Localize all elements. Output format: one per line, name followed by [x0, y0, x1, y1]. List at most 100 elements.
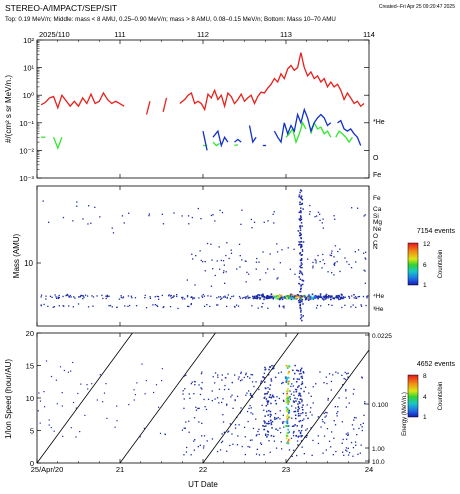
speed-event-dot	[185, 421, 187, 423]
speed-event-dot	[227, 373, 229, 375]
mass-event-dot	[68, 296, 71, 298]
mass-event-dot	[324, 296, 326, 298]
mass-event-dot	[331, 296, 333, 298]
speed-event-dot	[342, 384, 344, 386]
mass-event-dot	[80, 294, 82, 296]
mass-event-dot-hot	[303, 295, 306, 297]
mass-event-dot	[301, 267, 303, 269]
mass-event-dot	[116, 306, 118, 308]
speed-event-dot	[325, 376, 327, 378]
speed-event-dot	[268, 396, 271, 398]
speed-event-dot	[258, 428, 260, 430]
speed-event-dot-hot	[285, 406, 288, 409]
mass-event-dot	[161, 294, 163, 297]
speed-event-dot	[145, 380, 147, 382]
speed-event-dot-hot	[287, 403, 290, 405]
speed-event-dot	[361, 377, 363, 379]
speed-event-dot	[269, 419, 272, 422]
mass-event-dot	[334, 218, 336, 220]
mass-event-dot	[301, 295, 303, 298]
mass-event-dot-hot	[272, 294, 275, 297]
mass-event-dot	[210, 285, 213, 287]
speed-event-dot-hot	[286, 365, 289, 368]
mass-event-dot	[351, 295, 353, 297]
mass-event-dot	[278, 304, 280, 307]
series-fe-line	[202, 130, 208, 151]
mass-event-dot	[338, 298, 340, 301]
speed-event-dot	[251, 381, 254, 383]
mass-event-dot	[62, 216, 65, 219]
mass-event-dot	[355, 306, 357, 308]
speed-event-dot	[345, 447, 348, 449]
speed-event-dot	[300, 398, 302, 400]
mass-event-dot	[353, 293, 355, 296]
mass-event-dot	[204, 261, 206, 263]
mass-event-dot	[106, 294, 108, 296]
mass-event-dot	[365, 251, 367, 253]
speed-event-dot	[301, 446, 303, 448]
mass-event-dot	[108, 305, 110, 307]
speed-event-dot-hot	[285, 425, 288, 427]
element-label: Ne	[373, 226, 382, 233]
mass-event-dot	[245, 281, 247, 283]
mass-event-dot	[277, 277, 279, 279]
speed-event-dot	[228, 430, 230, 432]
mass-event-dot	[191, 253, 193, 255]
speed-event-dot	[301, 399, 303, 401]
speed-event-dot	[281, 421, 284, 423]
mass-event-dot-hot	[283, 296, 285, 299]
mass-event-dot	[309, 211, 311, 213]
speed-event-dot	[205, 408, 208, 411]
speed-event-dot-hot	[285, 392, 288, 395]
element-label: C	[373, 240, 378, 247]
mass-event-dot	[162, 223, 165, 225]
mass-event-dot-hot	[310, 296, 313, 299]
mass-event-dot	[302, 241, 305, 243]
mass-event-dot	[322, 218, 324, 220]
mass-event-dot	[210, 243, 212, 245]
mass-event-dot	[144, 297, 146, 299]
mass-event-dot	[173, 212, 175, 214]
mass-event-dot	[300, 207, 302, 209]
mass-event-dot	[176, 295, 178, 298]
speed-event-dot	[358, 427, 360, 430]
speed-event-dot-hot	[286, 415, 288, 418]
mass-event-dot	[336, 261, 338, 263]
mass-event-dot	[212, 268, 214, 270]
speed-event-dot	[222, 414, 224, 416]
mass-event-dot	[234, 306, 236, 308]
speed-event-dot	[230, 396, 232, 398]
mass-event-dot	[300, 246, 302, 248]
speed-event-dot	[295, 400, 297, 402]
speed-event-dot	[214, 382, 216, 384]
speed-event-dot	[345, 449, 347, 451]
speed-event-dot	[264, 422, 266, 424]
speed-event-dot	[214, 398, 216, 400]
mass-event-dot	[323, 263, 326, 265]
mass-event-dot	[363, 215, 365, 217]
mass-event-dot	[270, 293, 273, 295]
mass-event-dot	[298, 299, 300, 302]
mass-event-dot	[40, 294, 43, 296]
speed-event-dot	[330, 446, 332, 448]
mass-event-dot	[194, 284, 196, 286]
speed-event-dot	[190, 383, 192, 385]
mass-event-dot	[217, 304, 219, 306]
speed-event-dot	[268, 440, 270, 442]
speed-event-dot	[265, 393, 267, 395]
speed-event-dot-hot	[287, 381, 289, 384]
speed-event-dot	[293, 401, 295, 403]
mass-event-dot	[190, 303, 192, 305]
speed-event-dot	[48, 424, 50, 426]
mass-event-dot	[333, 297, 335, 300]
mass-event-dot	[360, 304, 362, 306]
speed-event-dot	[84, 414, 86, 416]
mass-event-dot	[224, 296, 226, 298]
speed-event-dot	[299, 431, 302, 434]
mass-event-dot	[88, 205, 90, 207]
mass-event-dot	[229, 297, 232, 300]
speed-event-dot-hot	[287, 432, 290, 434]
mass-event-dot	[281, 298, 284, 301]
speed-event-dot	[300, 369, 302, 371]
speed-event-dot	[298, 373, 301, 375]
